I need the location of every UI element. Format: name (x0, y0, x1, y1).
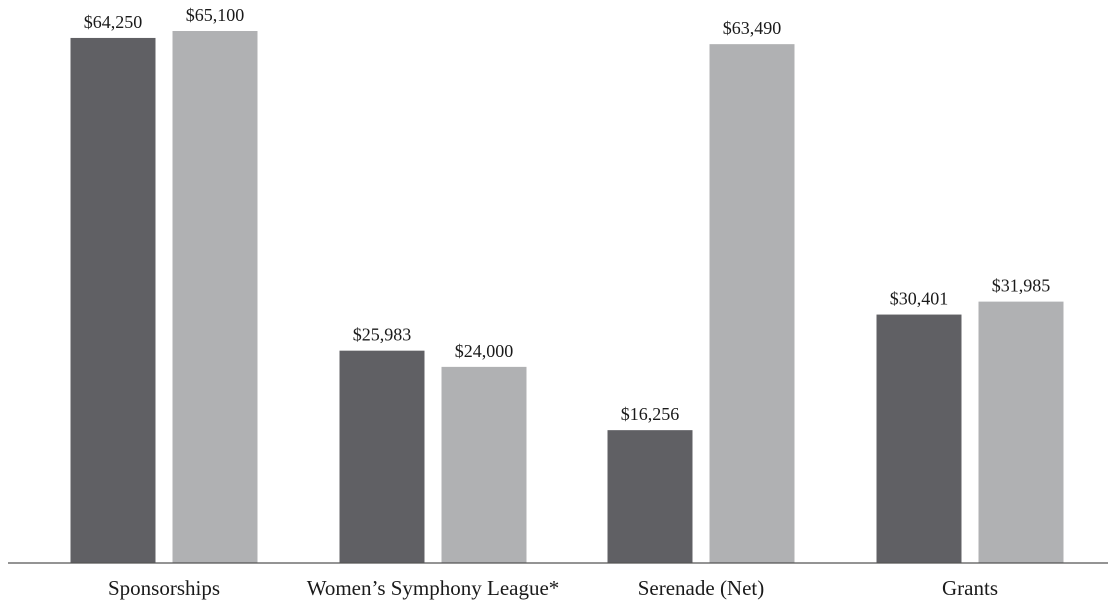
category-labels-group: Sponsorships Women’s Symphony League* Sere… (108, 576, 998, 600)
bar-1-series-0 (339, 350, 425, 563)
category-label-3: Grants (942, 576, 998, 600)
value-label-2-series-0: $16,256 (621, 404, 680, 424)
category-label-2: Serenade (Net) (638, 576, 765, 600)
bar-2-series-1 (709, 44, 795, 564)
value-label-1-series-0: $25,983 (353, 325, 412, 345)
bar-2-series-0 (607, 430, 693, 563)
category-label-0: Sponsorships (108, 576, 220, 600)
value-label-2-series-1: $63,490 (723, 18, 782, 38)
value-label-3-series-0: $30,401 (890, 289, 949, 309)
bar-0-series-0 (70, 37, 156, 564)
bar-3-series-0 (876, 314, 962, 563)
value-label-3-series-1: $31,985 (992, 276, 1051, 296)
value-label-1-series-1: $24,000 (455, 341, 514, 361)
value-labels-group: $64,250 $65,100 $25,983 $24,000 $16,256 $63,4… (84, 5, 1051, 424)
bar-0-series-1 (172, 31, 258, 563)
bars-group (70, 31, 1064, 564)
category-label-1: Women’s Symphony League* (307, 576, 560, 600)
value-label-0-series-0: $64,250 (84, 12, 143, 32)
bar-3-series-1 (978, 301, 1064, 563)
bar-1-series-1 (441, 366, 527, 563)
value-label-0-series-1: $65,100 (186, 5, 245, 25)
